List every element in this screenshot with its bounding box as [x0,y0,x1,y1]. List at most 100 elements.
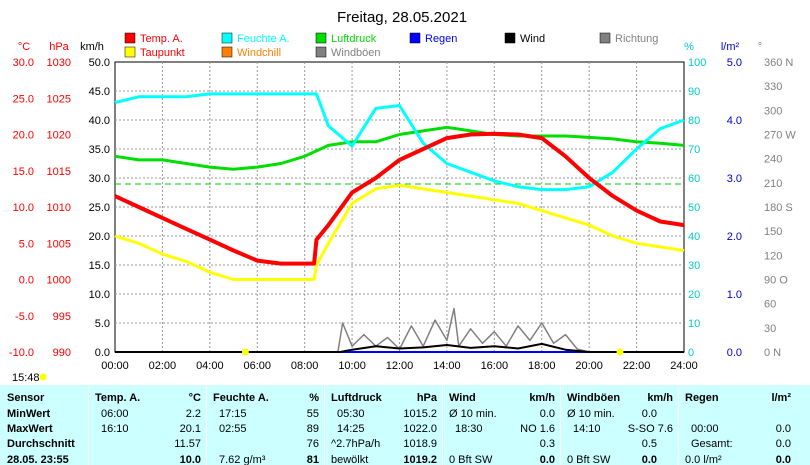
humidity-max-value: 89 [306,423,319,435]
sensor-section: Sensor MinWert MaxWert Durchschnitt 28.0… [0,385,88,465]
row-label-avg: Durchschnitt [7,438,75,450]
series-line-temp-a- [114,131,685,266]
tick-labels: 00:00 02:00 04:00 06:00 08:00 10:00 12:00 14:00… [9,57,796,372]
y-tick-label: 20.0 [13,130,34,142]
row-label-max: MaxWert [7,423,53,435]
y-tick-label: 300 [764,105,782,117]
y-tick-label: 10 [688,318,700,330]
y-tick-label: 0.0 [95,347,110,359]
legend-swatch [124,32,136,44]
pressure-max-time: 14:25 [337,423,365,435]
humidity-min-value: 55 [306,408,319,420]
y-tick-label: 10.0 [89,289,110,301]
humidity-min-time: 17:15 [219,408,247,420]
wind-current-value: 0.0 [539,454,555,465]
pressure-section: Luftdruck hPa 05:30 1015.2 14:25 1022.0 … [324,385,443,465]
rain-title: Regen [685,392,719,404]
weather-chart: Freitag, 28.05.2021 Temp. A. Feuchte A. Lu… [9,9,796,384]
legend-label: Regen [425,33,457,45]
temp-current-value: 10.0 [179,454,201,465]
temp-max-value: 20.1 [179,423,201,435]
chart-title: Freitag, 28.05.2021 [337,9,467,26]
sun-marker-icon [241,348,249,356]
gust-avg-value: 0.5 [641,438,657,450]
humidity-section: Feuchte A. % 17:15 55 02:55 89 76 7.62 g… [206,385,325,465]
y-tick-label: 20.0 [89,231,110,243]
y-tick-label: 30 [764,323,776,335]
y-tick-label: 360 N [764,57,793,69]
y-tick-label: 50.0 [89,57,110,69]
humidity-title: Feuchte A. [213,392,269,404]
stats-table: Sensor MinWert MaxWert Durchschnitt 28.0… [0,385,810,465]
legend-swatch [409,32,421,44]
sun-marker-icon [616,348,624,356]
wind-unit: km/h [529,392,555,404]
y-tick-label: 90 O [764,275,788,287]
series-line-feuchte-a- [114,92,685,192]
pressure-title: Luftdruck [331,392,382,404]
rain-max-time: 00:00 [691,423,719,435]
pressure-max-value: 1022.0 [403,423,437,435]
y-tick-label: 1020 [47,130,71,142]
markers [241,348,624,356]
x-tick-label: 24:00 [670,360,698,372]
status-dot-icon [39,373,47,381]
pressure-min-value: 1015.2 [403,408,437,420]
legend-label: Luftdruck [331,33,377,45]
y-tick-label: 2.0 [727,231,742,243]
y-tick-label: 30.0 [13,57,34,69]
x-tick-label: 10:00 [338,360,366,372]
wind-title: Wind [449,392,476,404]
temp-max-time: 16:10 [101,423,129,435]
pressure-trend: ^2.7hPa/h [331,438,381,450]
y-tick-label: 5.0 [95,318,110,330]
y-tick-label: 1005 [47,238,71,250]
y-tick-label: 240 [764,154,782,166]
x-tick-label: 20:00 [575,360,603,372]
y-tick-label: 330 [764,81,782,93]
y-tick-label: 1010 [47,202,71,214]
y-tick-label: 180 S [764,202,793,214]
series-line-luftdruck [114,125,685,171]
axis-title: l/m² [721,41,740,53]
legend-swatch [504,32,516,44]
y-tick-label: 20 [688,289,700,301]
y-tick-label: 0.0 [19,275,34,287]
y-tick-label: 80 [688,115,700,127]
y-tick-label: 40.0 [89,115,110,127]
rain-current-amount: 0.0 l/m² [685,454,722,465]
y-tick-label: 15.0 [13,166,34,178]
legend-swatch [315,46,327,58]
series-lines [114,92,685,353]
rain-max-value: 0.0 [775,423,791,435]
temp-section: Temp. A. °C 06:00 2.2 16:10 20.1 11.57 1… [88,385,207,465]
axis-title: ° [758,41,762,53]
y-tick-label: 50 [688,202,700,214]
humidity-absolute: 7.62 g/m³ [219,454,266,465]
axis-title: km/h [80,41,104,53]
axis-title: hPa [49,41,69,53]
series-line-windb-en [115,307,684,353]
sensor-title: Sensor [7,392,45,404]
gust-avg10-label: Ø 10 min. [567,408,615,420]
legend-swatch [124,46,136,58]
y-tick-label: 60 [688,173,700,185]
wind-avg10-value: 0.0 [539,408,555,420]
humidity-unit: % [309,392,319,404]
legend-swatch [315,32,327,44]
legend-label: Windchill [237,47,281,59]
temp-min-time: 06:00 [101,408,129,420]
pressure-forecast: bewölkt [331,454,369,465]
y-tick-label: 90 [688,86,700,98]
x-tick-label: 22:00 [623,360,651,372]
wind-max-time: 18:30 [455,423,483,435]
y-tick-label: -5.0 [15,311,34,323]
x-tick-label: 18:00 [528,360,556,372]
y-tick-label: 25.0 [13,93,34,105]
rain-current-value: 0.0 [775,454,791,465]
humidity-avg-value: 76 [306,438,319,450]
temp-min-value: 2.2 [185,408,201,420]
legend-label: Richtung [615,33,658,45]
x-tick-label: 04:00 [196,360,224,372]
y-tick-label: 5.0 [19,238,34,250]
